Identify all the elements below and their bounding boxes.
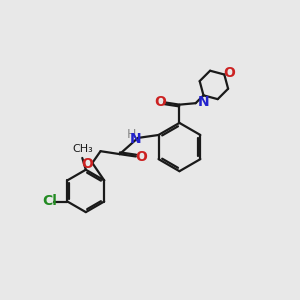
Text: O: O (154, 95, 166, 109)
Text: CH₃: CH₃ (72, 144, 93, 154)
Text: Cl: Cl (42, 194, 57, 208)
Text: H: H (127, 128, 136, 141)
Text: N: N (198, 95, 209, 109)
Text: O: O (81, 158, 93, 171)
Text: O: O (224, 66, 236, 80)
Text: O: O (135, 150, 147, 164)
Text: N: N (130, 132, 141, 146)
